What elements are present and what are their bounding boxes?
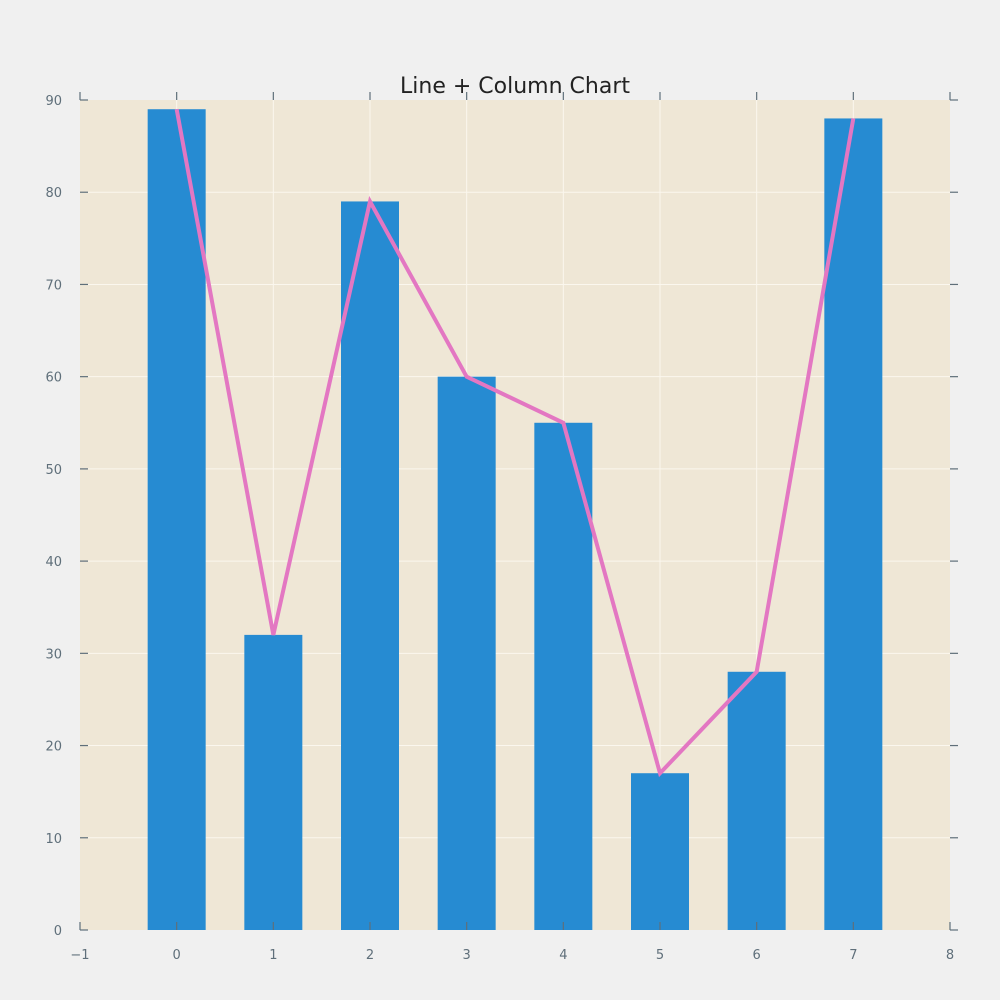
- x-tick-label: 2: [366, 948, 374, 963]
- x-tick-label: −1: [70, 948, 89, 963]
- y-tick-label: 70: [45, 278, 62, 293]
- x-tick-label: 0: [173, 948, 181, 963]
- y-tick-label: 80: [45, 186, 62, 201]
- x-tick-label: 5: [656, 948, 664, 963]
- y-tick-label: 60: [45, 371, 62, 386]
- series-line: [174, 108, 856, 778]
- y-tick-label: 0: [54, 924, 62, 939]
- bar: [824, 118, 883, 930]
- x-tick-label: 6: [753, 948, 761, 963]
- y-tick-label: 10: [45, 832, 62, 847]
- y-tick-label: 30: [45, 647, 62, 662]
- x-tick-label: 7: [849, 948, 857, 963]
- bar: [631, 773, 689, 930]
- plot-area: [80, 100, 950, 930]
- bar: [341, 201, 399, 930]
- x-tick-label: 3: [463, 948, 471, 963]
- x-tick-label: 1: [269, 948, 277, 963]
- bar-series: [147, 109, 883, 931]
- bar: [727, 671, 786, 930]
- bar: [244, 634, 303, 930]
- y-tick-label: 20: [45, 740, 62, 755]
- bar: [147, 109, 206, 930]
- bar: [534, 422, 593, 930]
- chart-title: Line + Column Chart: [400, 74, 630, 99]
- y-tick-label: 90: [45, 94, 62, 109]
- y-tick-label: 50: [45, 463, 62, 478]
- bar: [437, 376, 496, 931]
- x-tick-label: 4: [559, 948, 567, 963]
- x-tick-label: 8: [946, 948, 954, 963]
- y-tick-label: 40: [45, 555, 62, 570]
- line-series: [174, 108, 856, 778]
